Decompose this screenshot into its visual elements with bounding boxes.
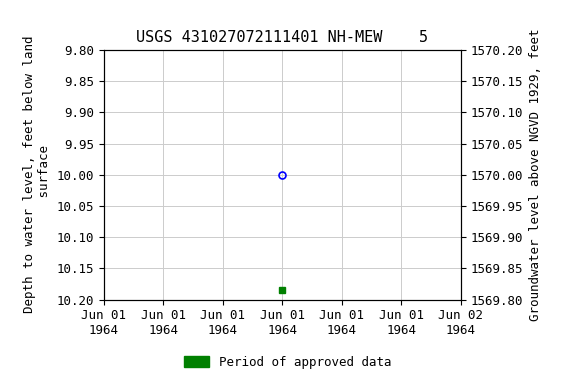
Title: USGS 431027072111401 NH-MEW    5: USGS 431027072111401 NH-MEW 5 [137,30,428,45]
Legend: Period of approved data: Period of approved data [179,351,397,374]
Y-axis label: Depth to water level, feet below land
 surface: Depth to water level, feet below land su… [23,36,51,313]
Y-axis label: Groundwater level above NGVD 1929, feet: Groundwater level above NGVD 1929, feet [529,28,541,321]
